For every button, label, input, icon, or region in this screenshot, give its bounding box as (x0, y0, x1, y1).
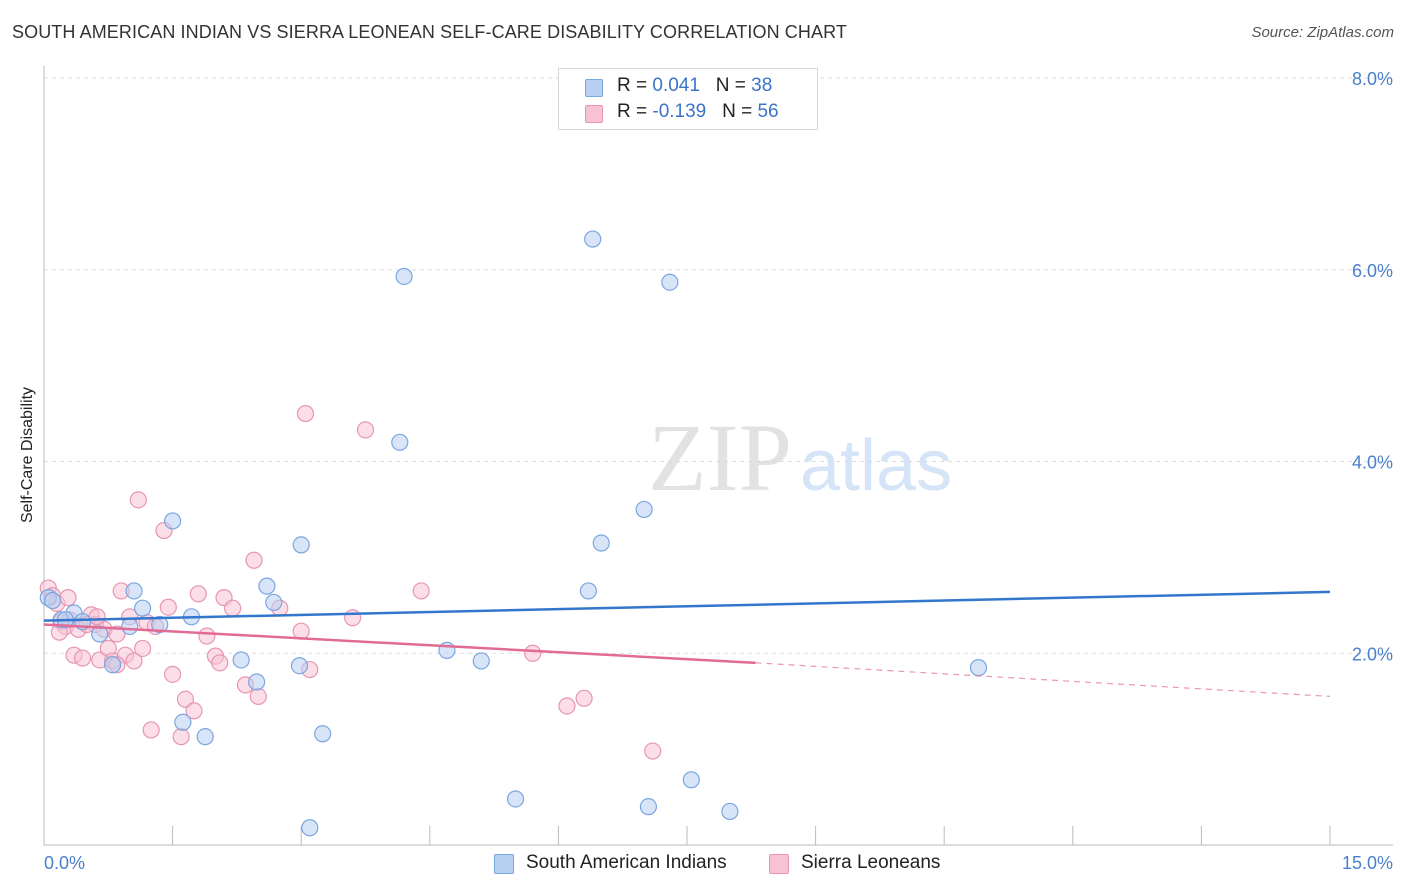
data-point-sierra-leonean (88, 608, 106, 626)
data-point-south-american-indian (472, 652, 490, 670)
y-tick-label: 4.0% (1352, 453, 1393, 473)
bottom-legend-label-blue: South American Indians (526, 852, 727, 873)
legend-swatch-pink (585, 105, 603, 123)
watermark-atlas: atlas (800, 426, 952, 506)
data-point-south-american-indian (682, 771, 700, 789)
data-point-sierra-leonean (59, 589, 77, 607)
data-point-south-american-indian (265, 593, 283, 612)
data-point-sierra-leonean (356, 421, 375, 439)
axes (43, 66, 1393, 846)
data-point-south-american-indian (661, 273, 679, 291)
data-point-sierra-leonean (142, 721, 160, 739)
trend-line-blue (43, 590, 1331, 622)
legend-n-value: 56 (757, 101, 779, 122)
data-point-south-american-indian (292, 536, 310, 554)
data-point-sierra-leonean (296, 404, 315, 423)
data-point-south-american-indian (290, 657, 309, 675)
data-point-sierra-leonean (558, 697, 576, 715)
legend-r-value: -0.139 (652, 101, 707, 122)
x-tick-label-max: 15.0% (1342, 853, 1393, 873)
data-point-south-american-indian (164, 512, 182, 530)
bottom-legend-label-pink: Sierra Leoneans (801, 852, 941, 873)
data-point-south-american-indian (133, 599, 152, 617)
watermark-zip: ZIP (648, 404, 792, 511)
data-point-sierra-leonean (108, 625, 126, 643)
legend-n-label: N = (715, 75, 752, 96)
data-point-south-american-indian (592, 534, 610, 552)
y-tick-label: 6.0% (1352, 261, 1393, 281)
trend-line-pink (43, 623, 756, 665)
data-point-south-american-indian (579, 582, 598, 600)
legend-n-value: 38 (751, 75, 773, 96)
legend-text-blue: R = 0.041 N = 38 (617, 75, 772, 97)
data-point-south-american-indian (395, 267, 413, 286)
legend-text-pink: R = -0.139 N = 56 (617, 101, 779, 123)
data-point-south-american-indian (635, 500, 653, 519)
data-point-sierra-leonean (644, 742, 662, 760)
legend-r-label: R = (617, 101, 653, 122)
bottom-legend-swatch-blue (494, 854, 514, 874)
data-point-sierra-leonean (249, 687, 267, 705)
data-point-sierra-leonean (125, 652, 143, 670)
data-point-sierra-leonean (164, 665, 182, 683)
data-point-south-american-indian (232, 651, 250, 669)
data-point-sierra-leonean (129, 491, 147, 509)
x-tick-label-min: 0.0% (44, 853, 85, 873)
data-point-south-american-indian (196, 728, 214, 746)
data-point-sierra-leonean (211, 654, 229, 672)
chart-title: SOUTH AMERICAN INDIAN VS SIERRA LEONEAN … (12, 22, 847, 42)
data-point-south-american-indian (314, 725, 332, 743)
data-point-south-american-indian (121, 617, 139, 636)
y-tick-label: 2.0% (1352, 644, 1393, 664)
data-point-sierra-leonean (185, 702, 203, 720)
data-point-sierra-leonean (172, 728, 190, 746)
data-point-sierra-leonean (73, 649, 92, 667)
legend-r-label: R = (617, 75, 653, 96)
trend-lines (43, 590, 1331, 697)
stats-legend: R = 0.041 N = 38 R = -0.139 N = 56 (558, 68, 818, 130)
data-point-south-american-indian (258, 577, 276, 595)
y-tick-label: 8.0% (1352, 69, 1393, 89)
data-point-south-american-indian (248, 673, 266, 691)
data-point-south-american-indian (969, 659, 988, 677)
trend-line-pink-extension (755, 662, 1331, 697)
data-point-south-american-indian (391, 433, 409, 451)
legend-r-value: 0.041 (652, 75, 700, 96)
data-point-sierra-leonean (412, 582, 430, 600)
data-point-sierra-leonean (344, 609, 362, 627)
legend-n-label: N = (722, 101, 758, 122)
data-point-sierra-leonean (224, 599, 242, 617)
data-point-south-american-indian (721, 802, 739, 821)
data-point-south-american-indian (506, 790, 525, 808)
data-point-sierra-leonean (524, 644, 542, 662)
data-point-south-american-indian (151, 615, 169, 634)
data-point-south-american-indian (43, 591, 62, 610)
series-sierra-leoneans (39, 404, 662, 760)
data-point-south-american-indian (91, 625, 109, 643)
data-point-sierra-leonean (198, 627, 216, 645)
bottom-legend-swatch-pink (769, 854, 789, 874)
data-point-sierra-leonean (575, 689, 593, 707)
data-point-south-american-indian (584, 230, 602, 248)
data-point-sierra-leonean (159, 598, 177, 616)
source-label: Source: ZipAtlas.com (1251, 24, 1394, 41)
data-point-south-american-indian (103, 656, 122, 674)
legend-swatch-blue (585, 79, 603, 97)
data-point-south-american-indian (174, 713, 192, 731)
data-point-south-american-indian (125, 582, 143, 600)
y-tick-labels: 2.0% 4.0% 6.0% 8.0% (1352, 69, 1393, 664)
series-south-american-indians (39, 230, 988, 837)
data-point-sierra-leonean (189, 585, 207, 603)
data-point-sierra-leonean (176, 690, 195, 708)
data-point-sierra-leonean (245, 551, 263, 569)
data-point-south-american-indian (301, 819, 319, 837)
grid-lines (44, 77, 1393, 654)
data-point-sierra-leonean (133, 639, 152, 658)
data-point-south-american-indian (639, 798, 658, 816)
